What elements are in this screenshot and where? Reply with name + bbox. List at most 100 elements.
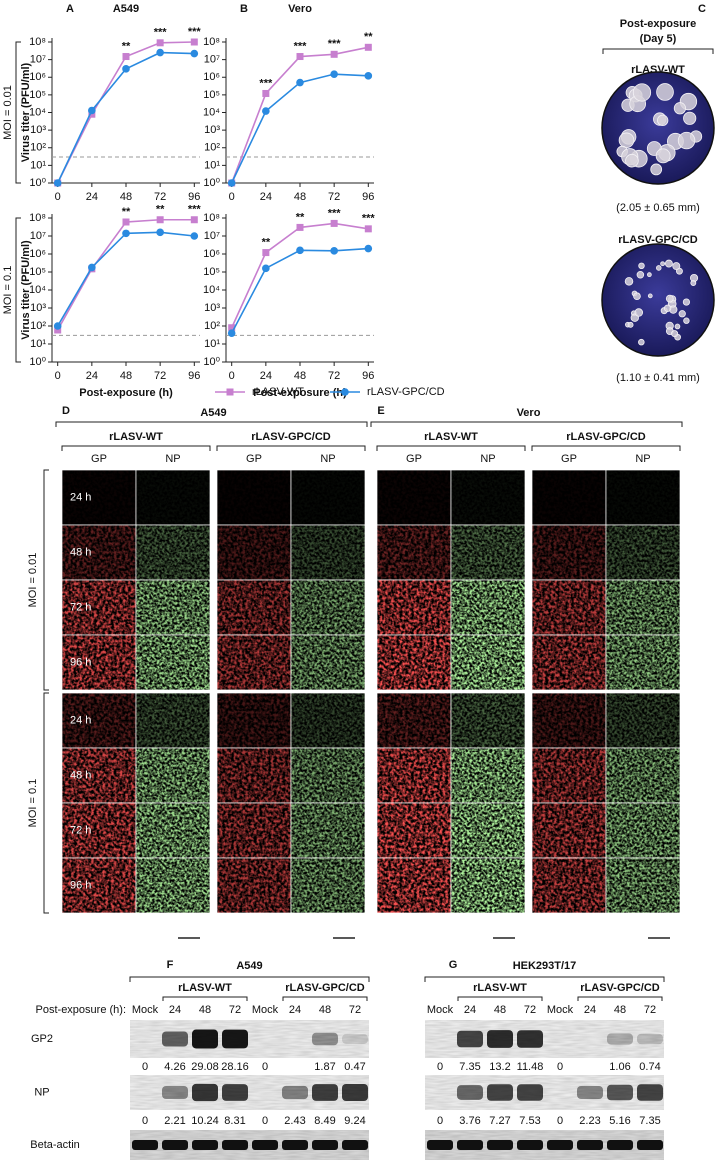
band-value: 2.43 (284, 1115, 305, 1127)
bracket (129, 976, 370, 982)
series-line (56, 41, 195, 184)
marker (330, 70, 338, 78)
plaque (625, 153, 639, 168)
image-signal (62, 580, 136, 635)
blot-row-label: NP (34, 1086, 49, 1098)
band (312, 1084, 338, 1101)
image-border (450, 857, 526, 914)
panel-title: (Day 5) (640, 33, 677, 45)
legend-marker (226, 388, 234, 396)
y-tick-label: 10² (30, 142, 46, 154)
plaque (627, 321, 634, 328)
image-signal (291, 803, 365, 858)
plaque (678, 310, 686, 318)
x-tick-label: 48 (294, 191, 306, 203)
y-tick-label: 10⁶ (203, 248, 220, 260)
plaque (665, 294, 674, 303)
image-signal (136, 635, 210, 690)
channel-label: NP (635, 453, 650, 465)
group-label: rLASV-GPC/CD (580, 982, 660, 994)
plaque (638, 338, 645, 346)
significance: *** (328, 38, 342, 50)
lane-label: 48 (494, 1004, 506, 1016)
image-signal (136, 858, 210, 913)
significance: *** (294, 40, 308, 52)
band-value: 4.26 (164, 1061, 185, 1073)
blot-row-label: Beta-actin (30, 1139, 80, 1151)
image-signal (291, 858, 365, 913)
band-value: 0 (142, 1061, 148, 1073)
significance: ** (262, 236, 271, 248)
significance: ** (122, 206, 131, 218)
marker (53, 322, 62, 330)
band-value: 9.24 (344, 1115, 365, 1127)
marker (88, 263, 96, 272)
marker (296, 223, 304, 231)
band (282, 1140, 308, 1150)
band (342, 1034, 368, 1044)
lane-label: Mock (252, 1004, 279, 1016)
band-value: 0 (142, 1115, 148, 1127)
y-tick-label: 10³ (30, 124, 46, 136)
panel-title: Post-exposure (620, 18, 696, 30)
image-signal (377, 470, 451, 525)
marker (122, 218, 130, 226)
bracket (282, 996, 368, 1001)
image-signal (532, 525, 606, 580)
image-signal (136, 470, 210, 525)
x-tick-label: 0 (229, 191, 235, 203)
group-label: rLASV-WT (109, 431, 163, 443)
image-signal (62, 803, 136, 858)
channel-label: NP (320, 453, 335, 465)
x-axis-label: Post-exposure (h) (79, 387, 173, 399)
marker (296, 53, 304, 61)
band-value: 0 (262, 1115, 268, 1127)
bracket (61, 445, 211, 451)
plaque (671, 330, 679, 338)
band (607, 1033, 633, 1045)
lane-label: Mock (427, 1004, 454, 1016)
plaque (632, 83, 652, 102)
band-value: 3.76 (459, 1115, 480, 1127)
band (342, 1140, 368, 1150)
y-tick-label: 10⁷ (30, 230, 46, 242)
marker (190, 232, 199, 240)
lane-label: 48 (614, 1004, 626, 1016)
x-tick-label: 24 (260, 191, 272, 203)
x-tick-label: 0 (229, 370, 235, 382)
row-label: MOI = 0.1 (27, 779, 39, 828)
y-tick-label: 10⁰ (203, 356, 220, 368)
band-value: 7.35 (639, 1115, 660, 1127)
chart-title: A549 (113, 3, 139, 15)
band (252, 1140, 278, 1150)
band-value: 0.74 (639, 1061, 660, 1073)
x-tick-label: 24 (86, 191, 98, 203)
band-value: 1.06 (609, 1061, 630, 1073)
plaque (655, 148, 671, 164)
image-border (135, 857, 211, 914)
x-tick-label: 48 (120, 191, 132, 203)
image-signal (377, 803, 451, 858)
significance: *** (188, 26, 202, 38)
x-tick-label: 72 (328, 191, 340, 203)
band-value: 7.27 (489, 1115, 510, 1127)
y-tick-label: 10⁸ (29, 36, 46, 48)
image-signal (62, 470, 136, 525)
image-signal (62, 693, 136, 748)
y-tick-label: 10⁴ (29, 284, 46, 296)
bracket (457, 996, 543, 1001)
y-tick-label: 10⁰ (29, 356, 46, 368)
image-signal (451, 858, 525, 913)
image-signal (451, 635, 525, 690)
image-signal (532, 748, 606, 803)
panel-letter: F (167, 959, 174, 971)
band (637, 1140, 663, 1150)
y-tick-label: 10⁶ (29, 248, 46, 260)
bracket (15, 41, 21, 184)
y-tick-label: 10⁴ (203, 106, 220, 118)
image-signal (606, 525, 680, 580)
image-signal (136, 580, 210, 635)
plaque (636, 270, 645, 279)
plaque (664, 259, 673, 268)
